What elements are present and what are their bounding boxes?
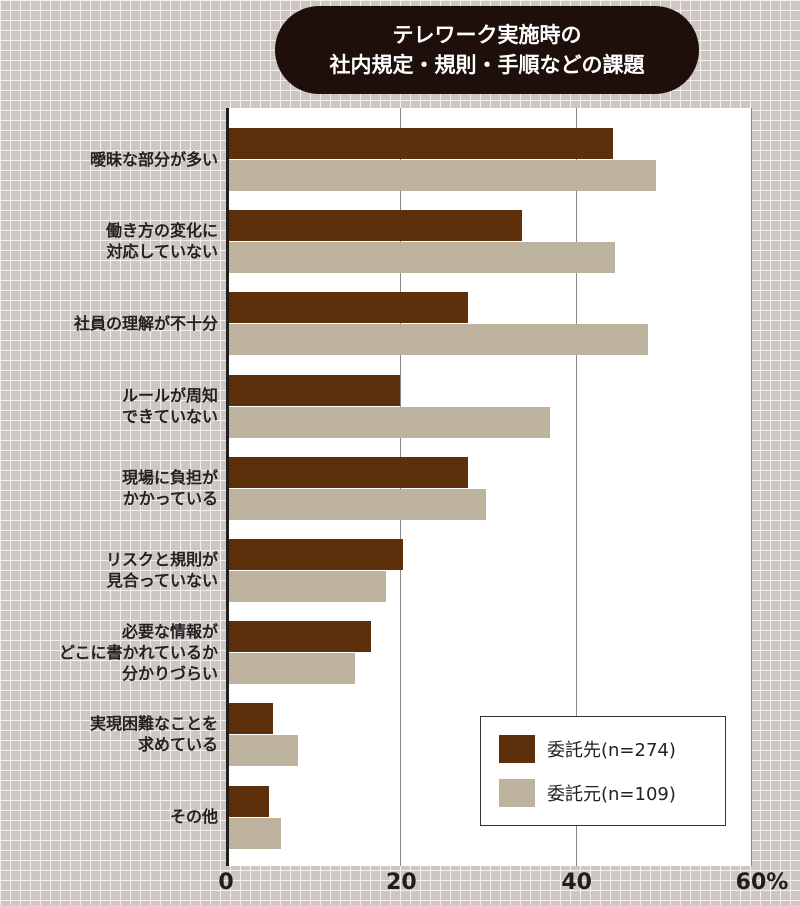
bar-itakumoto (226, 817, 282, 849)
bar-itakusaki (226, 456, 468, 488)
bar-itakumoto (226, 488, 487, 520)
category-label: その他 (169, 807, 218, 827)
chart-title: テレワーク実施時の 社内規定・規則・手順などの課題 (275, 6, 699, 94)
category-label: リスクと規則が 見合っていない (105, 550, 218, 590)
category-label: 働き方の変化に 対応していない (105, 221, 218, 262)
bar-itakumoto (226, 571, 387, 602)
bar-itakumoto (226, 406, 551, 438)
category-label: 社員の理解が不十分 (73, 313, 218, 333)
category-label: 実現困難なことを 求めている (89, 714, 218, 755)
x-tick-label: 60% (735, 870, 789, 895)
bar-itakusaki (226, 539, 404, 570)
category-label: ルールが周知 できていない (121, 385, 218, 426)
plot-area (226, 108, 752, 866)
category-label: 曖昧な部分が多い (89, 149, 218, 169)
category-label: 現場に負担が かかっている (121, 467, 218, 508)
bar-itakumoto (226, 242, 616, 274)
bar-itakusaki (226, 292, 468, 324)
x-tick-label: 0 (218, 870, 234, 895)
bar-itakusaki (226, 374, 400, 406)
bar-itakusaki (226, 210, 523, 242)
legend-label: 委託元(n=109) (547, 784, 676, 805)
bar-itakumoto (226, 160, 656, 191)
legend-item: 委託先(n=274) (499, 735, 676, 763)
bar-itakusaki (226, 128, 614, 159)
legend-label: 委託先(n=274) (547, 740, 676, 761)
bar-itakusaki (226, 621, 371, 653)
bar-itakumoto (226, 735, 298, 767)
bar-itakusaki (226, 785, 269, 817)
legend-swatch (499, 779, 535, 807)
category-label: 必要な情報が どこに書かれているか 分かりづらい (58, 621, 218, 683)
legend-swatch (499, 735, 535, 763)
x-tick-label: 20 (386, 870, 417, 895)
legend: 委託先(n=274) 委託元(n=109) (480, 716, 726, 826)
bar-itakusaki (226, 703, 274, 735)
x-tick-label: 40 (561, 870, 592, 895)
gridline (751, 108, 752, 866)
gridline (575, 108, 577, 866)
legend-item: 委託元(n=109) (499, 779, 676, 807)
y-axis-line (226, 108, 229, 866)
bar-itakumoto (226, 653, 355, 685)
bar-itakumoto (226, 324, 648, 356)
